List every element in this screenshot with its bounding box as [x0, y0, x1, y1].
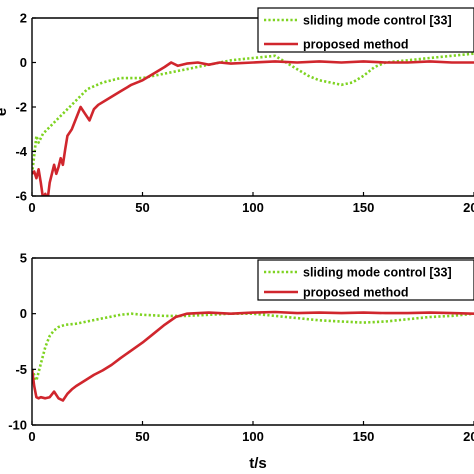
y-tick-label: 2: [20, 11, 27, 26]
y-tick-label: -10: [8, 418, 27, 433]
y-tick-label: -2: [15, 100, 27, 115]
x-tick-label: 0: [28, 200, 35, 215]
x-tick-label: 200: [463, 429, 474, 444]
x-tick-label: 50: [135, 200, 149, 215]
legend-entry-label: sliding mode control [33]: [303, 14, 452, 28]
y-tick-label: 0: [20, 306, 27, 321]
legend-entry-label: sliding mode control [33]: [303, 266, 452, 280]
legend-box: [257, 259, 474, 301]
bottom-panel: 0 50 100 150 200 -10 -5 0 5 t/s sliding mode contr…: [8, 251, 474, 472]
x-tick-label: 50: [135, 429, 149, 444]
series-line-sliding-mode: [32, 312, 474, 382]
series-line-proposed: [32, 310, 474, 402]
x-tick-label: 100: [242, 429, 264, 444]
y-tick-label: 5: [20, 251, 27, 266]
y-axis-label: e: [0, 108, 10, 116]
legend-entry-label: proposed method: [303, 38, 409, 52]
y-tick-label: -4: [15, 144, 27, 159]
x-tick-label: 100: [242, 200, 264, 215]
top-panel: 0 50 100 150 200 -6 -4 -2 0 2 e sliding mode contro…: [0, 7, 474, 215]
series-line-proposed: [32, 60, 474, 196]
y-tick-label: -6: [15, 189, 27, 204]
y-tick-label: 0: [20, 55, 27, 70]
x-tick-label: 150: [353, 429, 375, 444]
y-tick-label: -5: [15, 362, 27, 377]
legend-entry-label: proposed method: [303, 286, 409, 300]
legend: sliding mode control [33] proposed method: [257, 259, 474, 301]
x-axis-label: t/s: [249, 455, 267, 472]
series-line-sliding-mode: [32, 52, 474, 174]
x-tick-label: 150: [353, 200, 375, 215]
x-tick-label: 200: [463, 200, 474, 215]
legend: sliding mode control [33] proposed method: [257, 7, 474, 53]
x-tick-label: 0: [28, 429, 35, 444]
